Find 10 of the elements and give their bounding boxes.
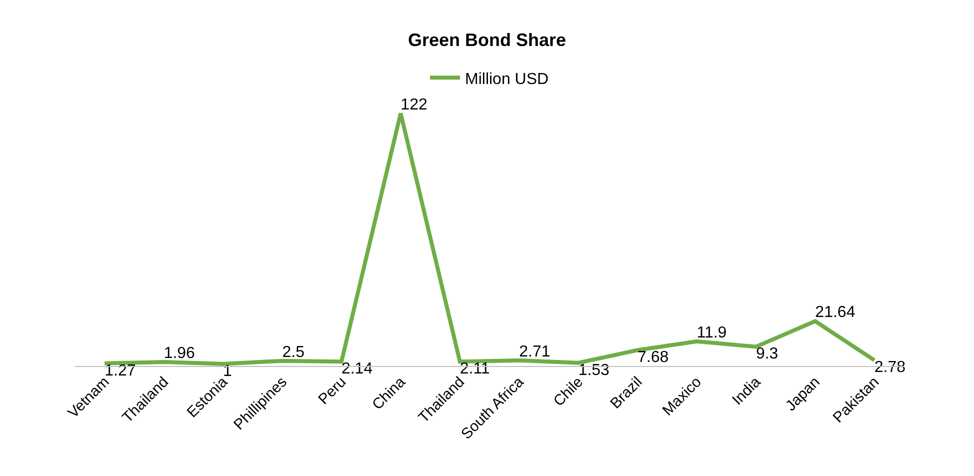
- data-label: 122: [400, 96, 428, 114]
- data-label: 1.96: [164, 344, 196, 362]
- data-label: 21.64: [815, 304, 856, 322]
- data-label: 7.68: [638, 349, 669, 366]
- data-label: 9.3: [756, 346, 778, 363]
- data-label: 11.9: [696, 324, 727, 342]
- chart-title: Green Bond Share: [408, 30, 566, 50]
- data-label: 2.5: [282, 344, 305, 361]
- data-label: 2.71: [519, 343, 550, 360]
- legend-label: Million USD: [465, 70, 549, 88]
